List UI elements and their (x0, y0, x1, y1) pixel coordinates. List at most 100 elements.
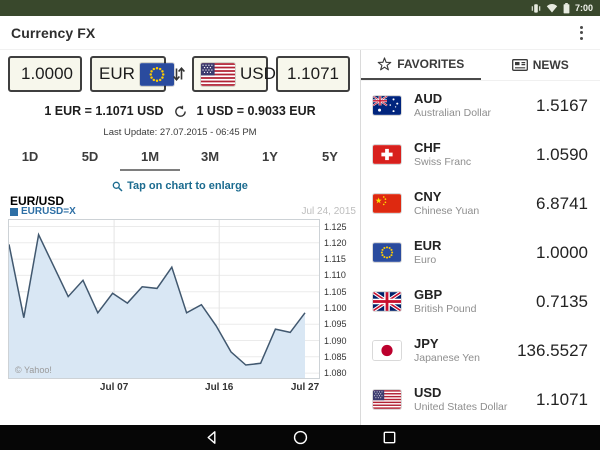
currency-name: Euro (414, 254, 437, 266)
currency-row-eur[interactable]: EUR Euro 1.0000 (361, 228, 600, 277)
y-axis-label: 1.080 (324, 368, 347, 379)
overflow-menu-icon[interactable] (574, 22, 589, 44)
currency-code: GBP (414, 287, 443, 303)
currency-rate: 1.0590 (536, 144, 588, 164)
nav-recents-button[interactable] (381, 429, 398, 446)
from-amount-input[interactable]: 1.0000 (8, 56, 82, 92)
from-amount-value: 1.0000 (21, 64, 73, 83)
currency-rate: 1.1071 (536, 389, 588, 409)
currency-rate: 1.5167 (536, 95, 588, 115)
last-update-label: Last Update: 27.07.2015 - 06:45 PM (103, 127, 257, 138)
x-axis-label: Jul 16 (205, 382, 234, 393)
range-tab-1m[interactable]: 1M (120, 144, 180, 171)
currency-name: Australian Dollar (414, 107, 492, 119)
currency-name: Japanese Yen (414, 352, 480, 364)
tab-favorites[interactable]: FAVORITES (361, 50, 481, 80)
range-tab-3m[interactable]: 3M (200, 149, 220, 164)
currency-code: JPY (414, 336, 439, 352)
chart-title: EUR/USD (10, 194, 65, 208)
rate-forward: 1 EUR = 1.1071 USD (44, 104, 164, 118)
x-axis-label: Jul 27 (290, 382, 320, 393)
vibrate-icon (531, 3, 541, 13)
currency-row-aud[interactable]: AUD Australian Dollar 1.5167 (361, 81, 600, 130)
news-icon (511, 59, 528, 71)
from-flag-slot (139, 62, 174, 86)
ch-flag-icon (373, 145, 401, 164)
nav-back-button[interactable] (203, 429, 220, 446)
app-bar: Currency FX (0, 16, 600, 50)
chart-plot-area (9, 220, 319, 378)
home-icon (293, 430, 307, 445)
price-chart[interactable]: © Yahoo! (8, 219, 320, 379)
from-currency-selector[interactable]: EUR (90, 56, 174, 92)
currency-name: Chinese Yuan (414, 205, 480, 217)
cn-flag-icon (373, 194, 401, 213)
y-axis-label: 1.120 (324, 237, 347, 248)
to-currency-code: USD (240, 64, 276, 83)
us-flag-icon (373, 390, 401, 409)
y-axis-label: 1.100 (324, 303, 347, 313)
currency-code: EUR (414, 238, 442, 254)
currency-code: CHF (414, 140, 441, 156)
currency-row-gbp[interactable]: GBP British Pound 0.7135 (361, 277, 600, 326)
tab-favorites-label: FAVORITES (397, 57, 465, 71)
status-bar: 7:00 (0, 0, 600, 16)
enlarge-chart-hint[interactable]: Tap on chart to enlarge (0, 180, 360, 192)
us-flag-icon (201, 62, 235, 86)
y-axis-label: 1.125 (324, 221, 347, 232)
jp-flag-icon (373, 341, 401, 360)
eu-flag-icon (373, 243, 401, 262)
favorites-list: AUD Australian Dollar 1.5167 CHF Swiss Franc… (361, 81, 600, 425)
refresh-icon (174, 104, 186, 117)
swap-arrows-icon (172, 66, 186, 82)
y-axis-label: 1.090 (324, 335, 347, 346)
tab-news-label: NEWS (532, 58, 569, 72)
to-currency-selector[interactable]: USD (192, 56, 276, 92)
chart-watermark: © Yahoo! (15, 365, 52, 375)
y-axis-label: 1.115 (324, 254, 346, 265)
y-axis-label: 1.085 (324, 351, 347, 362)
from-currency-code: EUR (99, 64, 135, 83)
recents-icon (383, 431, 395, 444)
android-nav-bar (0, 425, 600, 450)
currency-code: USD (414, 385, 442, 401)
star-icon (377, 56, 392, 70)
currency-code: CNY (414, 189, 442, 205)
magnifier-icon (112, 181, 123, 192)
chart-y-axis: 1.125 1.120 1.115 1.110 1.105 1.100 1.095 1.090… (324, 220, 358, 379)
eu-flag-icon (139, 62, 174, 86)
legend-label: EURUSD=X (21, 206, 76, 217)
currency-rate: 1.0000 (536, 242, 588, 262)
y-axis-label: 1.095 (324, 319, 347, 330)
currency-name: United States Dollar (414, 401, 508, 413)
currency-rate: 6.8741 (536, 193, 588, 213)
refresh-rates-button[interactable] (174, 104, 187, 118)
currency-row-jpy[interactable]: JPY Japanese Yen 136.5527 (361, 326, 600, 375)
currency-row-usd[interactable]: USD United States Dollar 1.1071 (361, 375, 600, 424)
wifi-icon (546, 4, 558, 13)
tab-news[interactable]: NEWS (481, 50, 600, 80)
nav-home-button[interactable] (292, 429, 309, 446)
page-title: Currency FX (11, 24, 96, 41)
y-axis-label: 1.105 (324, 286, 347, 297)
currency-row-cny[interactable]: CNY Chinese Yuan 6.8741 (361, 179, 600, 228)
to-amount-field[interactable]: 1.1071 (276, 56, 350, 92)
chart-x-axis: Jul 07 Jul 16 Jul 27 (9, 382, 319, 394)
range-tab-1y[interactable]: 1Y (262, 149, 278, 164)
au-flag-icon (373, 96, 401, 115)
range-tab-1d[interactable]: 1D (21, 149, 39, 164)
currency-name: Swiss Franc (414, 156, 472, 168)
currency-rate: 136.5527 (517, 340, 588, 360)
rate-backward: 1 USD = 0.9033 EUR (196, 104, 316, 118)
range-tab-5y[interactable]: 5Y (322, 149, 338, 164)
currency-row-chf[interactable]: CHF Swiss Franc 1.0590 (361, 130, 600, 179)
chart-date-label: Jul 24, 2015 (301, 206, 357, 217)
currency-name: British Pound (414, 303, 477, 315)
x-axis-label: Jul 07 (99, 382, 129, 393)
to-amount-value: 1.1071 (287, 64, 339, 83)
legend-swatch (10, 207, 18, 216)
range-tab-5d[interactable]: 5D (81, 149, 99, 164)
favorites-tab-bar: FAVORITES NEWS (361, 50, 600, 81)
swap-currencies-button[interactable] (172, 64, 186, 84)
